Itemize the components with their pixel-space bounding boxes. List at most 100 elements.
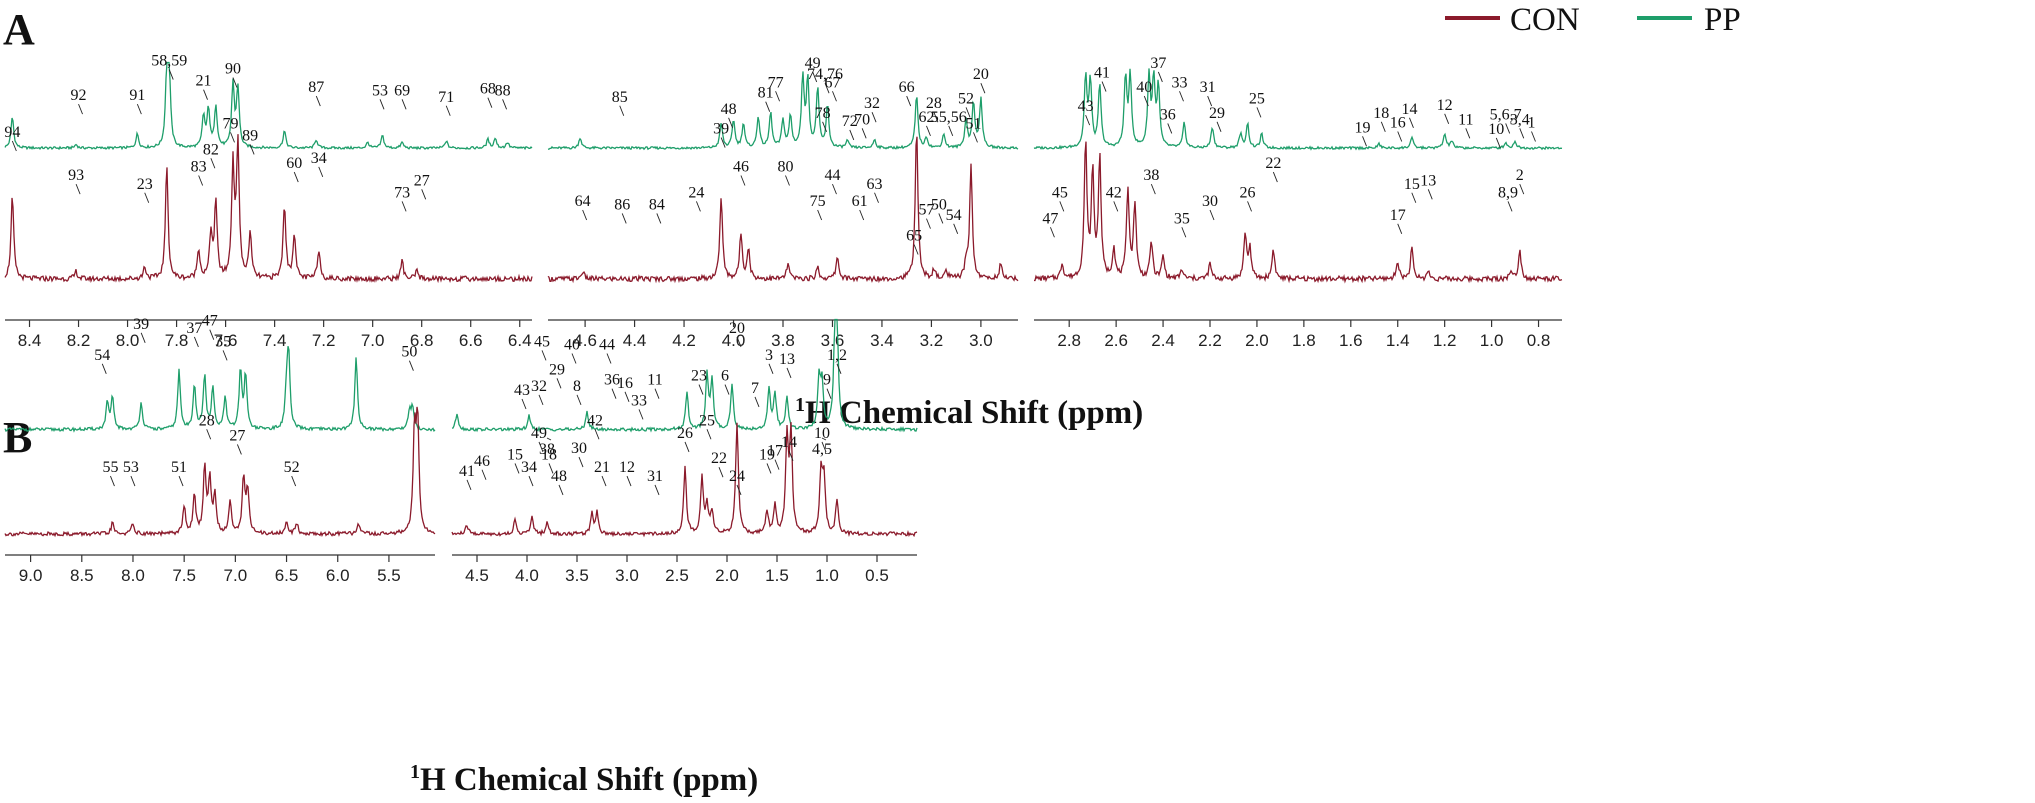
pp-peak-label: 1 <box>1527 115 1535 132</box>
x-tick-label: 6.4 <box>508 331 532 350</box>
pp-leader-line <box>933 112 939 123</box>
con-peak-label: 64 <box>575 193 591 210</box>
con-leader-line <box>318 166 324 178</box>
pp-peak-label: 32 <box>864 95 880 112</box>
pp-leader-line <box>521 398 527 410</box>
x-tick-label: 5.5 <box>377 566 401 585</box>
panel-a-xlabel-main: H Chemical Shift (ppm) <box>805 395 1143 431</box>
pp-leader-line <box>765 101 771 112</box>
con-leader-line <box>421 189 427 200</box>
pp-leader-line <box>78 103 83 115</box>
pp-leader-line <box>1409 117 1414 128</box>
pp-leader-line <box>487 97 493 108</box>
con-peak-label: 44 <box>824 167 840 184</box>
con-peak-label: 22 <box>1265 155 1281 172</box>
panel-b-xlabel-sup: 1 <box>410 761 420 783</box>
pp-peak-label: 11 <box>647 372 662 389</box>
con-leader-line <box>466 479 472 491</box>
con-peak-label: 39 <box>713 121 729 138</box>
panel-a-xlabel-sup: 1 <box>795 394 805 416</box>
con-leader-line <box>293 171 299 183</box>
pp-leader-line <box>654 388 660 399</box>
con-peak-label: 17 <box>1390 207 1406 224</box>
pp-leader-line <box>445 105 451 116</box>
con-peak-label: 22 <box>711 450 727 467</box>
pp-peak-label: 31 <box>1200 79 1216 96</box>
pp-peak-label: 52 <box>958 90 974 107</box>
con-leader-line <box>736 484 742 496</box>
con-peak-label: 2 <box>1516 167 1524 184</box>
con-leader-line <box>481 469 487 480</box>
pp-leader-line <box>168 69 174 80</box>
x-tick-label: 3.2 <box>920 331 944 350</box>
pp-peak-label: 14 <box>1401 101 1417 118</box>
pp-peak-label: 53 <box>372 82 388 99</box>
panel-b-xlabel: 1H Chemical Shift (ppm) <box>410 761 758 798</box>
con-leader-line <box>1427 189 1433 200</box>
pp-peak-label: 8 <box>573 378 581 395</box>
con-leader-line <box>1397 223 1403 234</box>
pp-leader-line <box>1465 128 1471 139</box>
pp-peak-label: 44 <box>599 336 615 353</box>
pp-peak-label: 87 <box>308 79 324 96</box>
pp-leader-line <box>576 394 582 406</box>
con-leader-line <box>538 441 544 453</box>
x-tick-label: 8.2 <box>67 331 91 350</box>
con-peak-label: 48 <box>551 468 567 485</box>
x-tick-label: 9.0 <box>19 566 43 585</box>
panel-b-segment-2: 4.5 4.0 3.5 3.0 2.5 2.0 1.5 1.0 0.5 43 32 45 29 40 8 44… <box>451 318 918 585</box>
x-tick-label: 2.6 <box>1104 331 1128 350</box>
pp-peak-label: 1,2 <box>827 347 847 364</box>
pp-peak-label: 40 <box>564 336 580 353</box>
con-peak-label: 79 <box>223 115 239 132</box>
pp-peak-label: 54 <box>94 347 110 364</box>
pp-peak-label: 21 <box>196 73 212 90</box>
con-peak-label: 52 <box>284 459 300 476</box>
x-tick-label: 7.6 <box>214 331 238 350</box>
panel-a-segment-2: 4.6 4.4 4.2 4.0 3.8 3.6 3.4 3.2 3.0854881774974,… <box>547 55 1019 350</box>
con-leader-line <box>953 223 959 234</box>
x-tick-label: 7.8 <box>165 331 189 350</box>
con-spectrum-line <box>1034 141 1563 284</box>
panel-a-segment-1: 8.4 8.2 8.0 7.8 7.6 7.4 7.2 7.0 6.8 6.6 6.4 92 91 58,… <box>4 53 533 350</box>
x-tick-label: 8.5 <box>70 566 94 585</box>
x-tick-label: 1.4 <box>1386 331 1410 350</box>
con-peak-label: 24 <box>729 468 745 485</box>
con-peak-label: 34 <box>311 150 327 167</box>
con-leader-line <box>110 475 115 487</box>
pp-peak-label: 81 <box>758 85 774 102</box>
pp-peak-label: 92 <box>71 87 87 104</box>
pp-leader-line <box>821 437 827 441</box>
con-peak-label: 19 <box>759 446 775 463</box>
x-tick-label: 4.6 <box>573 331 597 350</box>
con-leader-line <box>785 175 790 186</box>
pp-leader-line <box>1362 136 1367 147</box>
con-peak-label: 13 <box>1420 172 1436 189</box>
pp-peak-label: 67 <box>824 74 840 91</box>
con-leader-line <box>720 137 726 148</box>
x-tick-label: 1.2 <box>1433 331 1457 350</box>
pp-peak-label: 71 <box>438 89 454 106</box>
con-peak-label: 82 <box>203 141 219 158</box>
pp-peak-label: 29 <box>1209 105 1225 122</box>
pp-leader-line <box>836 363 842 374</box>
con-peak-label: 65 <box>906 228 922 245</box>
x-tick-label: 3.0 <box>969 331 993 350</box>
con-peak-label: 28 <box>199 412 215 429</box>
con-peak-label: 26 <box>1240 184 1256 201</box>
x-tick-label: 4.2 <box>672 331 696 350</box>
con-peak-label: 38 <box>1143 167 1159 184</box>
con-leader-line <box>210 158 216 169</box>
pp-leader-line <box>1444 113 1450 124</box>
con-spectrum-line <box>4 134 533 284</box>
con-spectrum-line <box>451 422 918 538</box>
con-leader-line <box>236 444 242 455</box>
con-peak-label: 15 <box>1404 176 1420 193</box>
pp-leader-line <box>906 95 912 107</box>
con-leader-line <box>973 132 978 143</box>
x-tick-label: 0.8 <box>1527 331 1551 350</box>
pp-leader-line <box>203 89 208 100</box>
con-leader-line <box>582 209 588 221</box>
con-leader-line <box>401 201 407 212</box>
pp-leader-line <box>698 384 704 395</box>
